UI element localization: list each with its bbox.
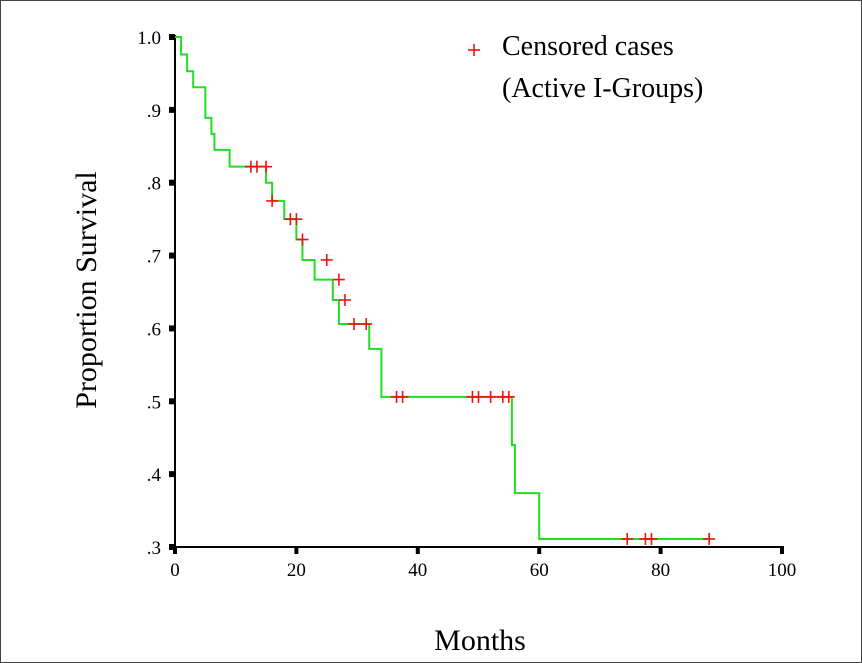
y-axis-ticks: .3 .4 .5 .6 .7 .8 .9 1.0 [137,28,175,559]
y-tick-label: .7 [147,247,161,268]
legend-line-1: Censored cases [502,31,674,62]
censor-marker [338,294,351,307]
censor-marker [266,194,279,207]
x-tick-label: 80 [651,560,670,581]
y-tick-label: .8 [147,174,161,195]
censor-marker [332,273,345,286]
y-tick-label: .3 [147,538,161,559]
censor-marker [621,532,634,545]
y-tick-mark [169,34,175,40]
y-tick-mark [169,398,175,405]
censor-marker [396,390,409,403]
survival-line [175,36,710,540]
x-tick-mark [537,547,542,554]
x-tick-mark [780,547,784,554]
legend-line-2: (Active I-Groups) [502,73,703,104]
censor-marker [484,390,497,403]
censor-marker [472,390,485,403]
censor-marker [502,390,515,403]
x-axis-title: Months [434,624,526,657]
x-tick-mark [173,547,177,554]
censor-marker [348,318,361,331]
y-tick-label: .6 [147,319,161,340]
x-tick-label: 100 [768,560,797,581]
y-tick-mark [169,471,175,478]
x-tick-label: 20 [287,560,306,581]
legend: Censored cases (Active I-Groups) [468,31,703,104]
x-tick-label: 60 [530,560,549,581]
censor-marker [290,213,303,226]
x-tick-mark [415,547,420,554]
censor-marker [296,233,309,246]
y-tick-mark [169,179,175,186]
y-tick-label: 1.0 [137,28,161,49]
x-tick-label: 40 [408,560,427,581]
x-tick-label: 0 [170,560,180,581]
legend-censor-marker-icon [468,44,480,56]
y-tick-mark [169,325,175,332]
x-tick-mark [294,547,299,554]
y-axis-title: Proportion Survival [70,171,103,409]
y-tick-label: .5 [147,392,161,413]
y-tick-label: .4 [147,465,162,486]
censor-marker [645,532,658,545]
y-tick-mark [169,252,175,259]
x-axis-ticks: 0 20 40 60 80 100 [170,547,796,581]
x-tick-mark [658,547,663,554]
censored-markers [244,160,716,545]
censor-marker [703,532,716,545]
censor-marker [320,253,333,266]
y-tick-mark [169,106,175,113]
y-tick-label: .9 [147,101,161,122]
y-tick-mark [169,544,175,550]
censor-marker [360,318,373,331]
censor-marker [260,160,273,173]
